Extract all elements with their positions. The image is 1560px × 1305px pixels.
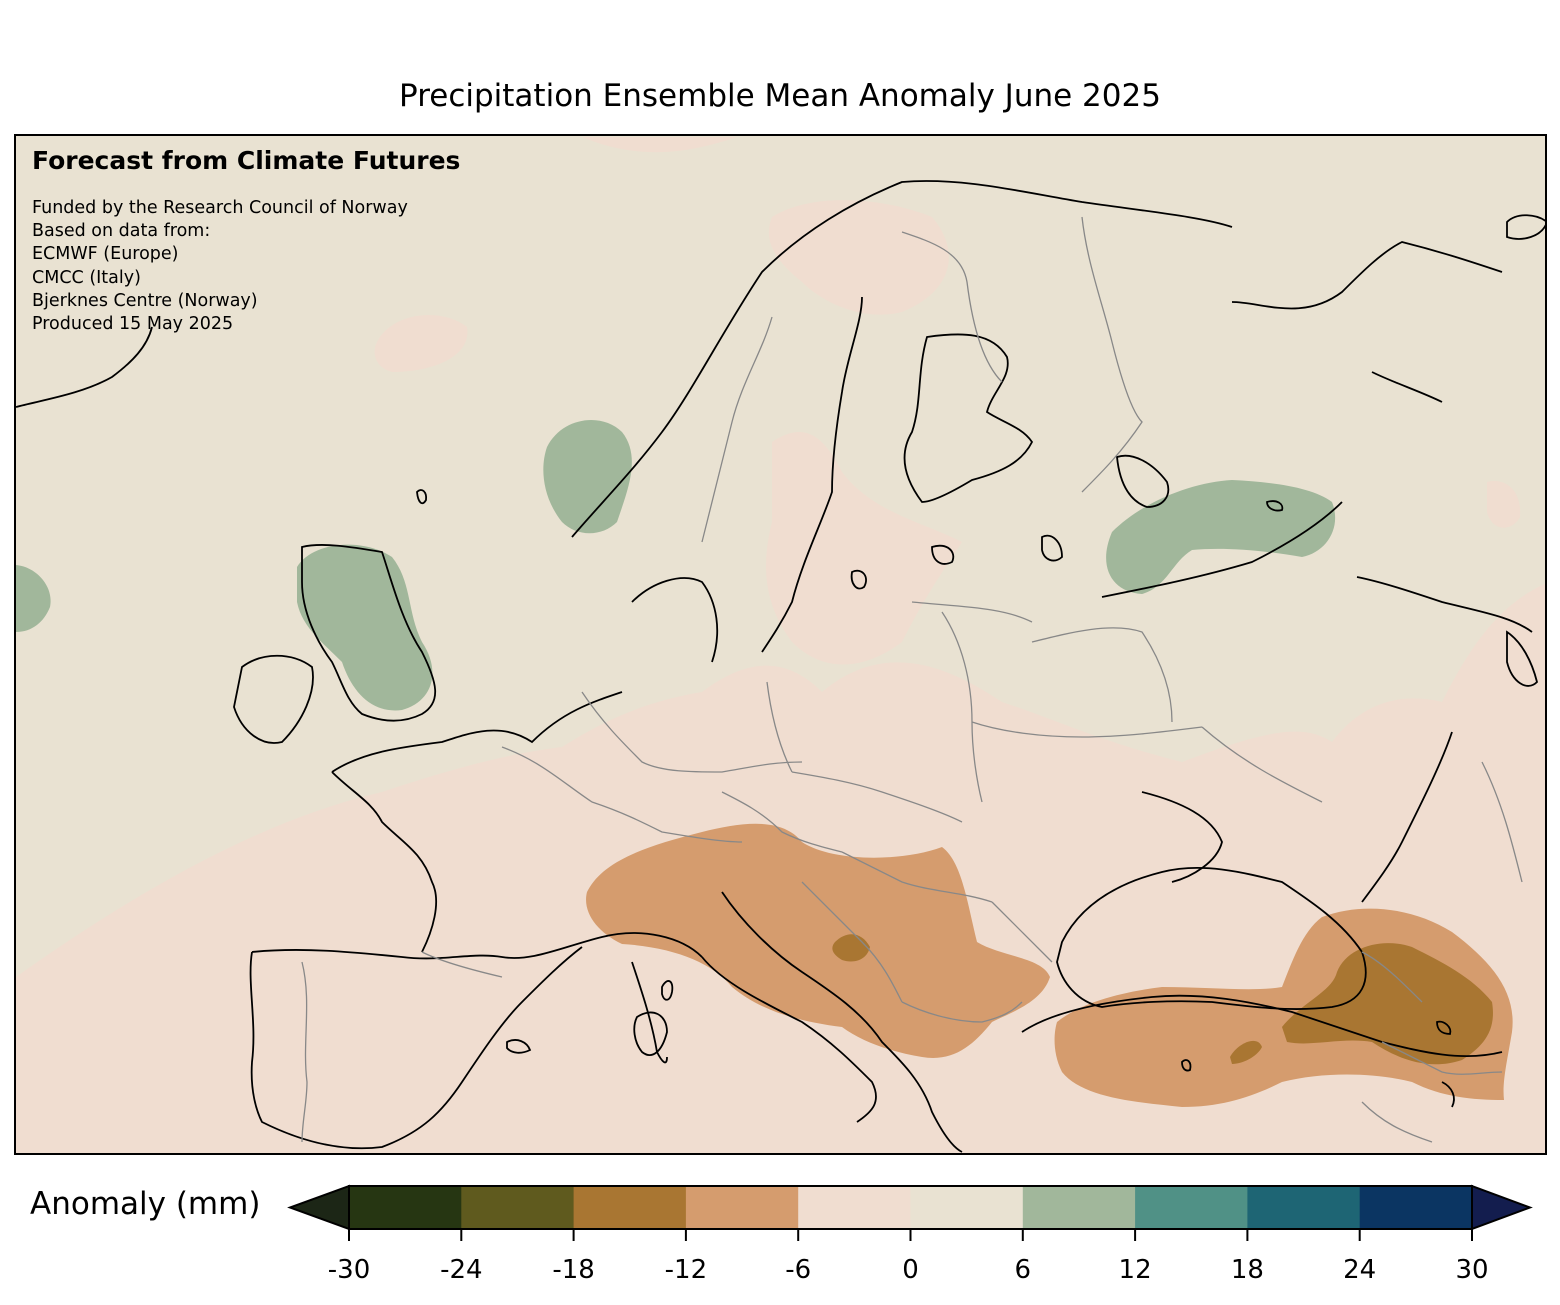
colorbar-bin [573,1186,687,1229]
credits-line: ECMWF (Europe) [32,244,179,265]
colorbar-bin [1247,1186,1361,1229]
colorbar-tick-label: -30 [327,1255,371,1285]
colorbar-extend-high [1471,1184,1533,1231]
colorbar-bin [798,1186,911,1229]
colorbar-tick-label: -12 [664,1255,708,1285]
colorbar-bin [685,1186,799,1229]
colorbar-label: Anomaly (mm) [30,1186,261,1222]
colorbar-tick-label: 6 [1014,1255,1032,1285]
anomaly-wet-areas [16,420,1336,711]
credits-line: Funded by the Research Council of Norway [32,198,408,218]
credits-line: Bjerknes Centre (Norway) [32,290,258,311]
colorbar-bin [1359,1186,1473,1229]
colorbar-tick-label: -18 [552,1255,595,1285]
colorbar-bin [910,1186,1024,1229]
coastlines [16,180,1545,1153]
colorbar-tick-label: 12 [1118,1255,1152,1285]
country-borders [301,216,1523,1143]
credits-line: Based on data from: [32,221,211,242]
colorbar-tick-label: -24 [440,1255,483,1285]
credits-block: Forecast from Climate Futures Funded by … [32,146,460,336]
credits-line: CMCC (Italy) [32,267,141,288]
colorbar-tick-label: 18 [1230,1255,1264,1285]
colorbar-tick-label: -6 [785,1255,812,1285]
colorbar-bin [349,1186,462,1229]
colorbar-tick-label: 0 [902,1255,919,1285]
colorbar-tick-label: 30 [1455,1255,1489,1285]
credits-line: Produced 15 May 2025 [32,314,234,335]
map-canvas [16,136,1545,1153]
colorbar-extend-low [287,1184,350,1231]
map-panel[interactable]: Forecast from Climate Futures Funded by … [14,134,1547,1155]
credits-heading: Forecast from Climate Futures [32,146,461,175]
chart-title: Precipitation Ensemble Mean Anomaly June… [399,78,1161,114]
colorbar-bin [1135,1186,1248,1229]
colorbar [287,1184,1533,1241]
colorbar-bin [1022,1186,1136,1229]
colorbar-tick-label: 24 [1343,1255,1377,1285]
colorbar-bin [461,1186,575,1229]
